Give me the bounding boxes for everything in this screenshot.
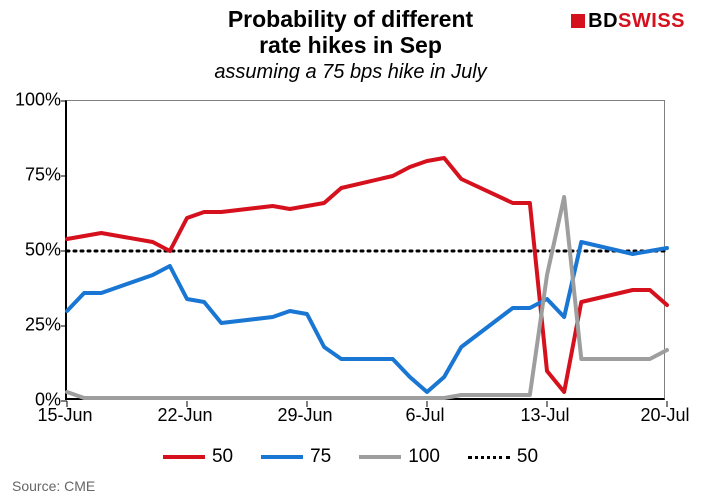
legend-label: 75: [310, 446, 331, 468]
xtick-label: 29-Jun: [277, 405, 332, 426]
series-100: [67, 197, 667, 398]
legend-item: 75: [261, 446, 331, 468]
legend-label: 50: [212, 446, 233, 468]
legend-item: 50: [468, 446, 538, 468]
xtick-label: 20-Jul: [640, 405, 689, 426]
legend-item: 50: [163, 446, 233, 468]
ytick-label: 100%: [6, 90, 61, 111]
bdswiss-logo: BDSWISS: [571, 10, 685, 33]
ytick-label: 75%: [6, 165, 61, 186]
rate-hike-chart: BDSWISS Probability of different rate hi…: [0, 0, 701, 500]
ytick-label: 50%: [6, 240, 61, 261]
ytick-label: 25%: [6, 315, 61, 336]
plot-area: [65, 100, 665, 400]
logo-swiss: SWISS: [618, 10, 685, 32]
legend-label: 100: [408, 446, 440, 468]
xtick-label: 13-Jul: [520, 405, 569, 426]
legend-item: 100: [359, 446, 440, 468]
xtick-label: 6-Jul: [405, 405, 444, 426]
xtick-label: 15-Jun: [37, 405, 92, 426]
xtick-label: 22-Jun: [157, 405, 212, 426]
chart-subtitle: assuming a 75 bps hike in July: [0, 61, 701, 84]
legend-swatch: [163, 455, 205, 459]
source-text: Source: CME: [12, 478, 95, 494]
legend-label: 50: [517, 446, 538, 468]
plot-svg: [67, 101, 667, 401]
chart-title-line2: rate hikes in Sep: [0, 32, 701, 58]
logo-bd: BD: [588, 10, 618, 32]
legend-swatch: [261, 455, 303, 459]
legend: 50 75 100 50: [0, 446, 701, 468]
logo-square-icon: [571, 14, 585, 28]
legend-swatch: [468, 456, 510, 459]
legend-swatch: [359, 455, 401, 459]
